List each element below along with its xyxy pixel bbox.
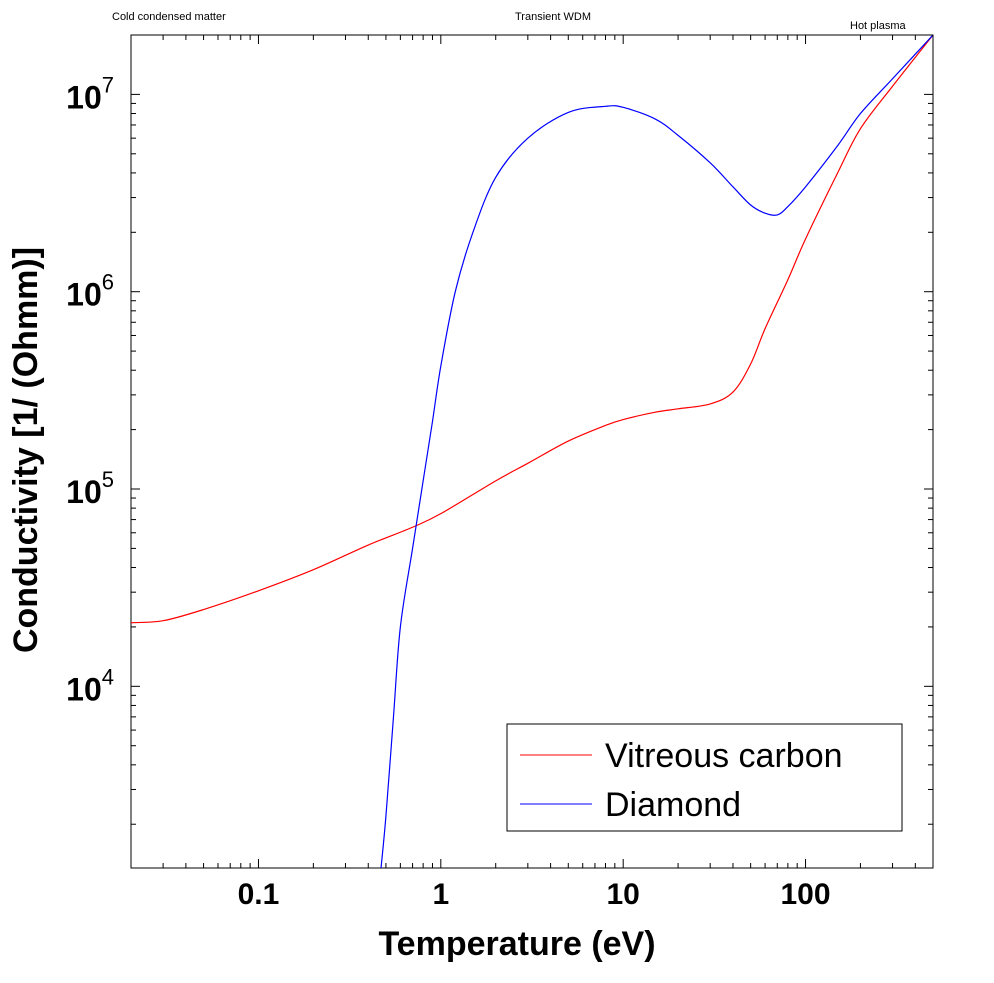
- legend-label-vitreous-carbon: Vitreous carbon: [605, 737, 843, 775]
- series-layer: [131, 35, 933, 868]
- y-tick-label: 107: [66, 72, 114, 115]
- y-axis-label: Conductivity [1/ (Ohmm)]: [7, 247, 45, 653]
- region-label-plasma: Hot plasma: [850, 20, 907, 32]
- series-line-diamond: [380, 35, 933, 868]
- x-tick-label: 1: [432, 878, 449, 911]
- region-label-cold: Cold condensed matter: [112, 11, 226, 23]
- x-tick-labels: 0.1 1 10 100: [238, 878, 831, 911]
- legend-box: [506, 723, 903, 832]
- y-tick-label: 106: [66, 270, 114, 313]
- x-tick-label: 0.1: [238, 878, 280, 911]
- tick-layer: [130, 34, 934, 868]
- legend-label-diamond: Diamond: [605, 786, 741, 824]
- y-tick-labels: 104 105 106 107: [66, 72, 114, 707]
- x-tick-label: 100: [781, 878, 831, 911]
- y-tick-label: 105: [66, 467, 114, 510]
- x-axis-label: Temperature (eV): [378, 925, 655, 963]
- y-tick-label: 104: [66, 664, 114, 707]
- region-label-wdm: Transient WDM: [515, 11, 591, 23]
- legend: Vitreous carbon Diamond: [506, 723, 903, 832]
- series-line-vitreous-carbon: [131, 35, 933, 624]
- x-tick-label: 10: [606, 878, 639, 911]
